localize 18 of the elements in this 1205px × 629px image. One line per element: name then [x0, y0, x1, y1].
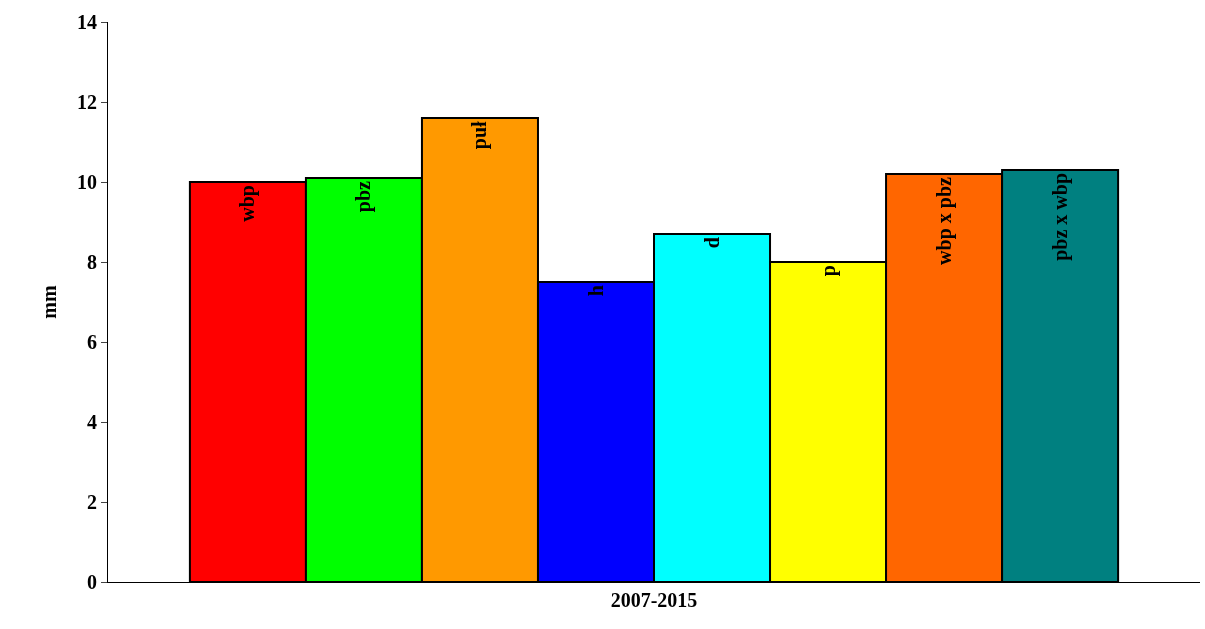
y-axis-title: mm [37, 285, 60, 319]
y-tick-label: 2 [87, 491, 97, 513]
series-label: puł [468, 121, 492, 150]
y-tick-label: 0 [87, 571, 97, 593]
series-label: p [816, 265, 840, 277]
y-tick-label: 6 [87, 331, 97, 353]
series-label: d [701, 237, 724, 249]
y-tick-label: 12 [77, 91, 97, 113]
y-tick-label: 10 [77, 171, 97, 193]
x-tick-label: 2007-2015 [610, 589, 698, 611]
series-label: h [584, 285, 607, 297]
y-tick-label: 8 [87, 251, 97, 273]
series-label: pbz x wbp [1048, 173, 1072, 261]
series-label: wbp [236, 185, 260, 222]
series-label: pbz [352, 181, 376, 213]
y-tick-label: 14 [77, 11, 97, 33]
series-label: wbp x pbz [932, 177, 956, 265]
y-tick-label: 4 [87, 411, 97, 433]
